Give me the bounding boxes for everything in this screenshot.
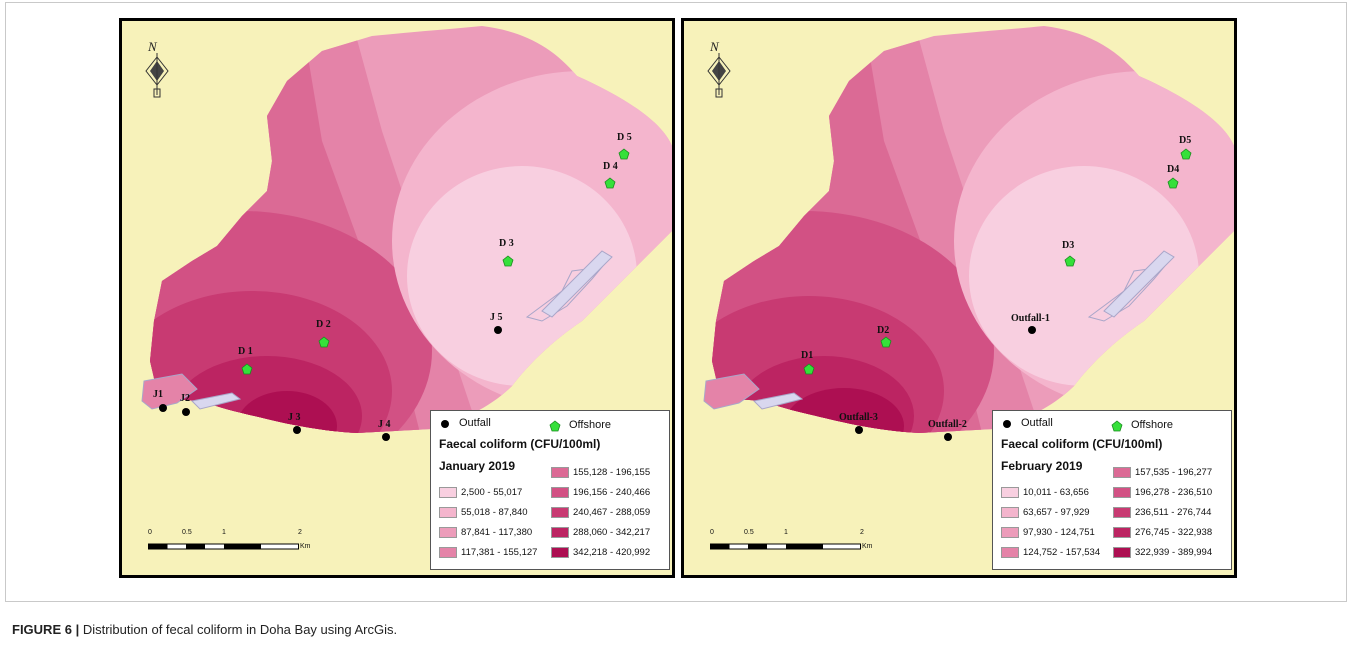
class-swatch	[551, 527, 569, 538]
outfall-marker-outfall-1	[1028, 326, 1036, 334]
class-swatch	[1113, 467, 1131, 478]
figure-frame	[5, 2, 1347, 602]
class-range: 97,930 - 124,751	[1023, 527, 1095, 538]
class-swatch	[551, 507, 569, 518]
class-swatch	[1001, 527, 1019, 538]
site-label: D2	[877, 325, 890, 336]
site-label: D 3	[499, 238, 514, 249]
class-range: 276,745 - 322,938	[1135, 527, 1213, 538]
offshore-marker-d1	[803, 363, 815, 375]
offshore-marker-d1	[241, 363, 253, 375]
class-swatch	[1001, 547, 1019, 558]
class-swatch	[1113, 507, 1131, 518]
class-range: 155,128 - 196,155	[573, 467, 651, 478]
site-label: D3	[1062, 240, 1075, 251]
outfall-marker-j5	[494, 326, 502, 334]
class-range: 2,500 - 55,017	[461, 487, 523, 498]
north-arrow-icon	[145, 53, 169, 98]
site-label: D 5	[617, 132, 632, 143]
north-arrow-icon	[707, 53, 731, 98]
class-range: 196,278 - 236,510	[1135, 487, 1213, 498]
class-range: 240,467 - 288,059	[573, 507, 651, 518]
class-range: 196,156 - 240,466	[573, 487, 651, 498]
class-range: 157,535 - 196,277	[1135, 467, 1213, 478]
class-swatch	[439, 527, 457, 538]
outfall-marker-j4	[382, 433, 390, 441]
class-swatch	[439, 547, 457, 558]
map-panel-february[interactable]: N Outfall-3 Outfall-2 Outfall-1 D1 D2 D3…	[681, 18, 1237, 578]
class-range: 87,841 - 117,380	[461, 527, 533, 538]
class-range: 117,381 - 155,127	[461, 547, 538, 558]
site-label: J 5	[490, 312, 503, 323]
scale-bar-graphic	[148, 543, 299, 550]
class-swatch	[1001, 487, 1019, 498]
site-label: J 4	[378, 419, 391, 430]
class-range: 322,939 - 389,994	[1135, 547, 1213, 558]
class-swatch	[439, 507, 457, 518]
outfall-legend-icon	[1003, 420, 1011, 428]
outfall-legend-icon	[441, 420, 449, 428]
coliform-map-january	[141, 26, 672, 441]
outfall-marker-j2	[182, 408, 190, 416]
north-arrow: N	[144, 39, 170, 99]
offshore-marker-d4	[1167, 177, 1179, 189]
offshore-legend-icon	[1111, 420, 1123, 432]
scale-bar: 0 0.5 1 2 Km	[710, 529, 873, 559]
offshore-marker-d4	[604, 177, 616, 189]
offshore-marker-d2	[880, 336, 892, 348]
site-label: D 4	[603, 161, 618, 172]
site-label: J 3	[288, 412, 301, 423]
outfall-marker-j3	[293, 426, 301, 434]
class-swatch	[1001, 507, 1019, 518]
coliform-map-february	[703, 26, 1234, 441]
legend: Outfall Offshore Faecal coliform (CFU/10…	[992, 410, 1232, 570]
legend-title: Faecal coliform (CFU/100ml)	[439, 437, 601, 451]
offshore-marker-d5	[618, 148, 630, 160]
class-range: 10,011 - 63,656	[1023, 487, 1089, 498]
site-label: Outfall-1	[1011, 313, 1050, 324]
site-label: Outfall-2	[928, 419, 967, 430]
class-range: 342,218 - 420,992	[573, 547, 651, 558]
class-swatch	[439, 487, 457, 498]
outfall-marker-j1	[159, 404, 167, 412]
site-label: J1	[153, 389, 163, 400]
figure-caption-label: FIGURE 6 |	[12, 622, 80, 637]
legend-month: January 2019	[439, 459, 516, 473]
site-label: D 2	[316, 319, 331, 330]
north-arrow: N	[706, 39, 732, 99]
offshore-marker-d3	[1064, 255, 1076, 267]
outfall-marker-outfall-3	[855, 426, 863, 434]
class-swatch	[1113, 527, 1131, 538]
site-label: D4	[1167, 164, 1180, 175]
class-swatch	[551, 467, 569, 478]
offshore-marker-d3	[502, 255, 514, 267]
outfall-marker-outfall-2	[944, 433, 952, 441]
class-range: 288,060 - 342,217	[573, 527, 651, 538]
scale-bar-graphic	[710, 543, 861, 550]
site-label: Outfall-3	[839, 412, 878, 423]
legend-title: Faecal coliform (CFU/100ml)	[1001, 437, 1163, 451]
offshore-marker-d5	[1180, 148, 1192, 160]
class-range: 236,511 - 276,744	[1135, 507, 1212, 518]
site-label: D1	[801, 350, 814, 361]
map-panel-january[interactable]: N J1 J2 J 3 J 4 J 5 D 1 D 2 D 3 D 4 D 5 …	[119, 18, 675, 578]
offshore-marker-d2	[318, 336, 330, 348]
site-label: D5	[1179, 135, 1192, 146]
class-range: 124,752 - 157,534	[1023, 547, 1101, 558]
class-swatch	[551, 547, 569, 558]
site-label: J2	[180, 393, 190, 404]
class-swatch	[1113, 487, 1131, 498]
figure-caption: FIGURE 6 | Distribution of fecal colifor…	[12, 622, 397, 637]
figure-caption-text: Distribution of fecal coliform in Doha B…	[82, 622, 398, 637]
legend: Outfall Offshore Faecal coliform (CFU/10…	[430, 410, 670, 570]
offshore-legend-icon	[549, 420, 561, 432]
site-label: D 1	[238, 346, 253, 357]
class-range: 63,657 - 97,929	[1023, 507, 1090, 518]
legend-month: February 2019	[1001, 459, 1083, 473]
class-swatch	[551, 487, 569, 498]
class-swatch	[1113, 547, 1131, 558]
scale-bar: 0 0.5 1 2 Km	[148, 529, 311, 559]
class-range: 55,018 - 87,840	[461, 507, 528, 518]
